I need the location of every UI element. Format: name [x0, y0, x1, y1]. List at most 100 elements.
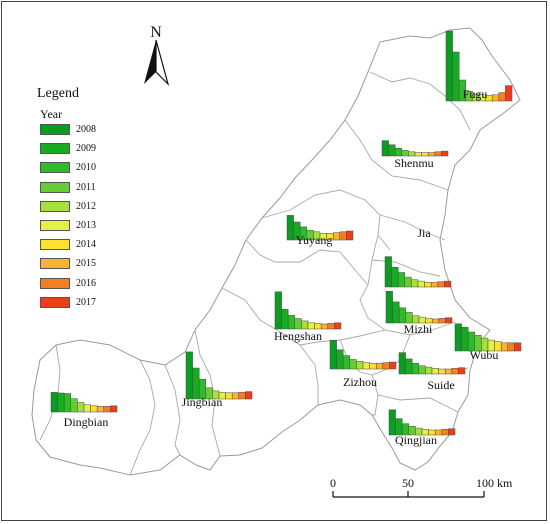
- legend-swatch: [40, 181, 70, 193]
- bar-mizhi-2010: [398, 307, 407, 324]
- bar-jia-2009: [391, 266, 399, 288]
- bar-chart-shenmu: [381, 140, 449, 157]
- bar-qingjian-2017: [448, 428, 456, 436]
- bar-chart-jia: [384, 256, 452, 288]
- legend-label: 2010: [76, 162, 96, 174]
- scale-label-0: 0: [330, 476, 336, 490]
- legend-item-2016: 2016: [40, 277, 96, 290]
- bar-dingbian-2017: [110, 405, 118, 413]
- bar-chart-qingjian: [388, 409, 456, 436]
- bar-suide-2011: [418, 365, 426, 375]
- legend-item-2010: 2010: [40, 161, 96, 174]
- bar-wubu-2009: [461, 326, 469, 352]
- bar-suide-2010: [411, 363, 420, 375]
- legend-swatch: [40, 124, 70, 135]
- bar-jia-2012: [411, 279, 419, 288]
- region-label-jia: Jia: [417, 226, 431, 240]
- bar-jia-2014: [424, 282, 432, 288]
- legend-label: 2013: [76, 220, 96, 231]
- region-label-wubu: Wubu: [470, 348, 499, 362]
- north-arrow: N: [144, 24, 170, 87]
- bar-shenmu-2017: [441, 150, 449, 157]
- region-label-fugu: Fugu: [463, 87, 488, 101]
- bar-mizhi-2016: [438, 318, 446, 324]
- north-arrow-right-icon: [155, 39, 170, 87]
- bar-hengshan-2008: [274, 291, 282, 330]
- bar-fugu-2015: [491, 94, 500, 102]
- scale-label-100: 100 km: [476, 476, 513, 490]
- bar-fugu-2009: [452, 51, 460, 102]
- region-label-hengshan: Hengshan: [274, 329, 322, 343]
- bar-zizhou-2009: [336, 349, 344, 370]
- bar-mizhi-2008: [385, 291, 393, 324]
- bar-wubu-2016: [507, 342, 515, 352]
- region-label-jingbian: Jingbian: [182, 395, 223, 409]
- legend-swatch: [40, 296, 70, 308]
- bar-hengshan-2015: [320, 323, 329, 330]
- bar-dingbian-2010: [63, 393, 72, 413]
- legend-item-2015: 2015: [40, 257, 96, 270]
- bar-chart-zizhou: [329, 339, 397, 370]
- region-labels-layer: Fugu Shenmu Yuyang Jia Mizhi Wubu Hengshan Zizh…: [64, 87, 499, 447]
- legend-swatch: [40, 239, 70, 251]
- legend-swatch: [40, 200, 70, 212]
- bar-dingbian-2015: [96, 406, 105, 413]
- bar-hengshan-2010: [287, 315, 296, 330]
- region-label-mizhi: Mizhi: [404, 322, 433, 336]
- bar-mizhi-2009: [392, 301, 400, 324]
- bar-hengshan-2009: [281, 308, 289, 330]
- bar-jia-2011: [404, 276, 412, 288]
- bar-suide-2012: [425, 366, 433, 375]
- legend-item-2014: 2014: [40, 238, 96, 251]
- bar-chart-suide: [398, 352, 466, 375]
- bar-chart-wubu: [454, 323, 522, 352]
- region-label-yuyang: Yuyang: [296, 233, 333, 247]
- bar-dingbian-2016: [103, 406, 111, 413]
- bar-zizhou-2013: [362, 362, 370, 370]
- region-label-shenmu: Shenmu: [394, 156, 433, 170]
- bar-chart-dingbian: [50, 392, 118, 413]
- legend-label: 2012: [76, 200, 96, 212]
- bar-zizhou-2010: [342, 355, 351, 370]
- legend-label: 2009: [76, 143, 96, 155]
- bar-jingbian-2008: [185, 351, 193, 400]
- bar-hengshan-2017: [334, 322, 342, 330]
- bar-fugu-2010: [458, 79, 467, 102]
- bar-hengshan-2011: [294, 318, 302, 330]
- legend-label: 2014: [76, 239, 96, 251]
- bar-fugu-2016: [498, 92, 506, 102]
- bar-chart-fugu: [445, 30, 513, 102]
- bar-charts-layer: [50, 30, 522, 436]
- bar-suide-2013: [431, 368, 439, 375]
- bar-dingbian-2012: [77, 402, 85, 413]
- legend-label: 2016: [76, 277, 96, 289]
- legend-label: 2017: [76, 296, 96, 308]
- bar-shenmu-2016: [434, 151, 442, 157]
- bar-suide-2015: [444, 368, 453, 375]
- city-boundary: [31, 27, 521, 476]
- region-label-qingjian: Qingjian: [395, 433, 437, 447]
- bar-yuyang-2017: [346, 230, 354, 241]
- bar-dingbian-2009: [57, 392, 65, 413]
- bar-jia-2016: [437, 281, 445, 288]
- bar-shenmu-2008: [381, 140, 389, 157]
- bar-chart-mizhi: [385, 291, 453, 324]
- bar-suide-2017: [458, 367, 466, 375]
- north-arrow-left-icon: [144, 40, 156, 84]
- legend-item-2017: 2017: [40, 296, 96, 309]
- bar-suide-2009: [405, 358, 413, 375]
- legend-swatch: [40, 143, 70, 155]
- bar-dingbian-2008: [50, 392, 58, 413]
- bar-chart-yuyang: [286, 215, 354, 241]
- legend-subtitle: Year: [40, 107, 63, 121]
- north-label: N: [150, 24, 162, 41]
- bar-fugu-2017: [505, 85, 513, 102]
- bar-fugu-2008: [445, 30, 453, 102]
- region-label-suide: Suide: [427, 378, 454, 392]
- legend-item-2013: 2013: [40, 219, 96, 232]
- bar-jia-2010: [397, 272, 406, 288]
- legend-item-2012: 2012: [40, 200, 96, 213]
- bar-chart-hengshan: [274, 291, 342, 330]
- bar-zizhou-2011: [349, 359, 357, 370]
